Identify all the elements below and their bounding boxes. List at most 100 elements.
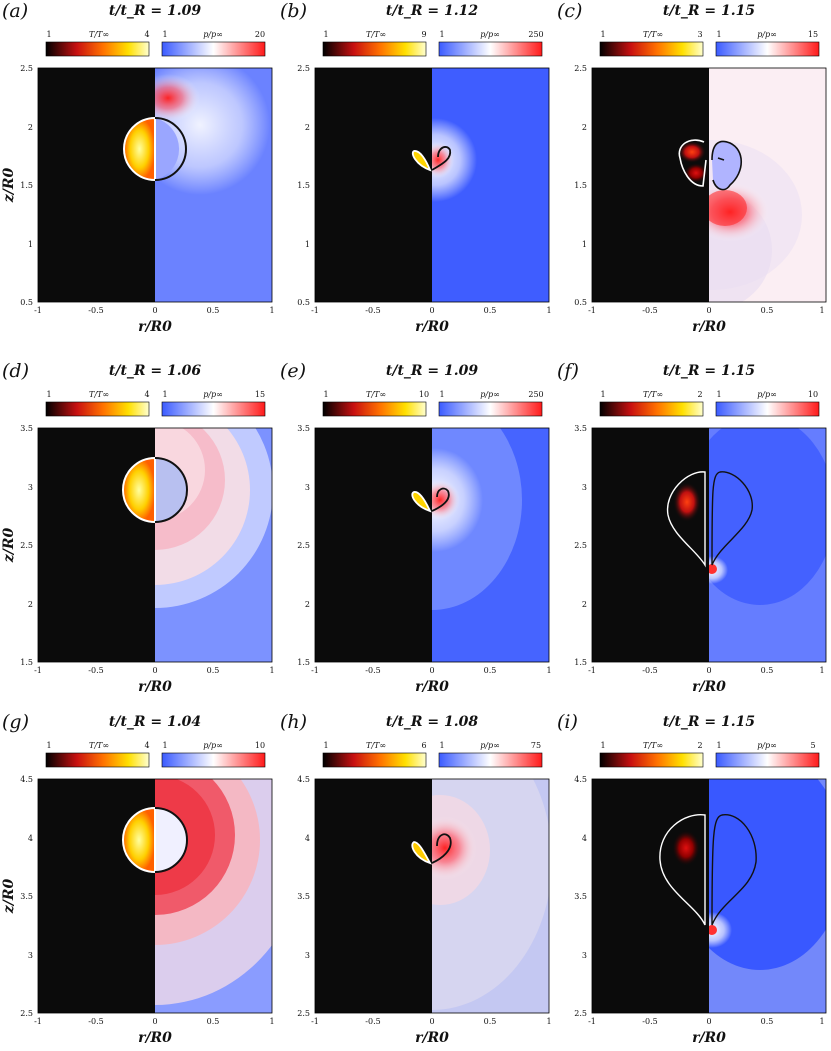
x-ticks: -1 -0.5 0 0.5 1 bbox=[588, 666, 824, 675]
plot-area bbox=[37, 778, 273, 1014]
svg-text:2.5: 2.5 bbox=[297, 541, 310, 550]
x-ticks: -1 -0.5 0 0.5 1 bbox=[588, 1017, 824, 1026]
svg-text:T/T∞: T/T∞ bbox=[366, 741, 386, 750]
svg-text:-1: -1 bbox=[311, 306, 319, 315]
svg-text:3: 3 bbox=[582, 951, 587, 960]
svg-text:4: 4 bbox=[144, 741, 149, 750]
x-ticks: -1 -0.5 0 0.5 1 bbox=[34, 306, 274, 315]
y-ticks: 3.5 3 2.5 2 1.5 bbox=[20, 424, 33, 667]
svg-text:2: 2 bbox=[305, 123, 310, 132]
x-axis-label: r/R0 bbox=[692, 1030, 726, 1046]
svg-text:1: 1 bbox=[323, 390, 328, 399]
panel-i: (i) t/t_R = 1.15 1 T/T∞ 2 1 p/p∞ 5 bbox=[557, 711, 827, 1046]
y-axis-label: z/R0 bbox=[1, 528, 17, 564]
svg-text:0: 0 bbox=[429, 666, 434, 675]
svg-text:3.5: 3.5 bbox=[297, 424, 310, 433]
svg-text:1: 1 bbox=[582, 240, 587, 249]
svg-text:4: 4 bbox=[305, 834, 310, 843]
panel-label: (f) bbox=[557, 360, 579, 382]
cb-p-label: p/p∞ bbox=[203, 30, 223, 39]
temperature-colorbar: 1 T/T∞ 9 bbox=[322, 30, 427, 57]
bubble-hot-region bbox=[411, 491, 432, 513]
svg-text:250: 250 bbox=[528, 390, 543, 399]
svg-text:-1: -1 bbox=[34, 666, 42, 675]
panel-title: t/t_R = 1.15 bbox=[663, 714, 755, 730]
bubble-interface bbox=[154, 117, 187, 181]
pressure-colorbar: 1 p/p∞ 15 bbox=[161, 390, 266, 417]
svg-text:4.5: 4.5 bbox=[574, 775, 587, 784]
temperature-colorbar: 1 T/T∞ 2 bbox=[599, 741, 704, 768]
svg-text:1: 1 bbox=[600, 30, 605, 39]
plot-area bbox=[314, 67, 550, 303]
svg-text:250: 250 bbox=[528, 30, 543, 39]
svg-text:-1: -1 bbox=[311, 1017, 319, 1026]
panel-d: (d) t/t_R = 1.06 1 T/T∞ 4 1 p/p∞ 15 bbox=[1, 360, 275, 695]
svg-text:0.5: 0.5 bbox=[484, 1017, 497, 1026]
svg-text:T/T∞: T/T∞ bbox=[89, 390, 109, 399]
y-ticks: 4.5 4 3.5 3 2.5 bbox=[20, 775, 33, 1018]
temperature-colorbar: 1 T/T∞ 10 bbox=[322, 390, 429, 417]
svg-text:T/T∞: T/T∞ bbox=[643, 390, 663, 399]
pressure-colorbar: 1 p/p∞ 10 bbox=[715, 390, 820, 417]
cb-p-max: 20 bbox=[255, 30, 265, 39]
plot-area bbox=[591, 427, 827, 663]
pressure-colorbar: 1 p/p∞ 5 bbox=[715, 741, 820, 768]
bubble-interface bbox=[154, 457, 188, 523]
panel-label: (g) bbox=[2, 711, 29, 733]
svg-text:2.5: 2.5 bbox=[574, 1009, 587, 1018]
panel-title: t/t_R = 1.15 bbox=[663, 363, 755, 379]
svg-text:0.5: 0.5 bbox=[207, 1017, 220, 1026]
svg-text:0.5: 0.5 bbox=[20, 298, 33, 307]
svg-text:2: 2 bbox=[28, 600, 33, 609]
svg-text:T/T∞: T/T∞ bbox=[366, 30, 386, 39]
svg-text:1: 1 bbox=[269, 1017, 274, 1026]
panel-label: (d) bbox=[2, 360, 29, 382]
bubble-interface bbox=[154, 807, 188, 873]
svg-text:p/p∞: p/p∞ bbox=[757, 390, 777, 399]
panel-title: t/t_R = 1.06 bbox=[109, 363, 202, 379]
svg-text:2.5: 2.5 bbox=[297, 64, 310, 73]
temperature-colorbar: 1 T/T∞ 6 bbox=[322, 741, 427, 768]
svg-text:p/p∞: p/p∞ bbox=[757, 30, 777, 39]
svg-text:1: 1 bbox=[716, 390, 721, 399]
svg-text:3.5: 3.5 bbox=[20, 424, 33, 433]
plot-area bbox=[314, 778, 550, 1014]
temperature-colorbar: 1 T/T∞ 2 bbox=[599, 390, 704, 417]
svg-text:5: 5 bbox=[810, 741, 815, 750]
svg-text:10: 10 bbox=[419, 390, 429, 399]
y-ticks: 3.5 3 2.5 2 1.5 bbox=[574, 424, 587, 667]
svg-text:0.5: 0.5 bbox=[484, 306, 497, 315]
svg-text:3.5: 3.5 bbox=[20, 892, 33, 901]
svg-text:-0.5: -0.5 bbox=[88, 666, 103, 675]
bubble-hot-region bbox=[411, 841, 432, 865]
svg-text:2: 2 bbox=[582, 600, 587, 609]
svg-text:2.5: 2.5 bbox=[20, 1009, 33, 1018]
svg-text:p/p∞: p/p∞ bbox=[203, 390, 223, 399]
cb-t-min: 1 bbox=[46, 30, 51, 39]
x-ticks: -1 -0.5 0 0.5 1 bbox=[311, 306, 551, 315]
plot-area bbox=[37, 427, 273, 663]
panel-title: t/t_R = 1.09 bbox=[386, 363, 479, 379]
svg-text:p/p∞: p/p∞ bbox=[480, 30, 500, 39]
svg-text:0.5: 0.5 bbox=[761, 666, 774, 675]
svg-text:2.5: 2.5 bbox=[297, 1009, 310, 1018]
cb-t-label: T/T∞ bbox=[89, 30, 109, 39]
svg-text:1: 1 bbox=[439, 741, 444, 750]
svg-text:0.5: 0.5 bbox=[761, 1017, 774, 1026]
svg-text:3: 3 bbox=[305, 951, 310, 960]
svg-text:1.5: 1.5 bbox=[574, 658, 587, 667]
svg-text:1: 1 bbox=[269, 666, 274, 675]
cb-t-bar bbox=[45, 41, 150, 57]
bubble-hot-region bbox=[666, 471, 706, 568]
svg-text:9: 9 bbox=[421, 30, 426, 39]
svg-text:1.5: 1.5 bbox=[574, 181, 587, 190]
svg-text:T/T∞: T/T∞ bbox=[89, 741, 109, 750]
x-ticks: -1 -0.5 0 0.5 1 bbox=[588, 306, 824, 315]
svg-text:0.5: 0.5 bbox=[484, 666, 497, 675]
y-ticks: 2.5 2 1.5 1 0.5 bbox=[297, 64, 310, 307]
svg-text:1: 1 bbox=[716, 30, 721, 39]
svg-text:3.5: 3.5 bbox=[297, 892, 310, 901]
svg-text:-1: -1 bbox=[588, 1017, 596, 1026]
bubble-hot-region bbox=[122, 456, 156, 524]
